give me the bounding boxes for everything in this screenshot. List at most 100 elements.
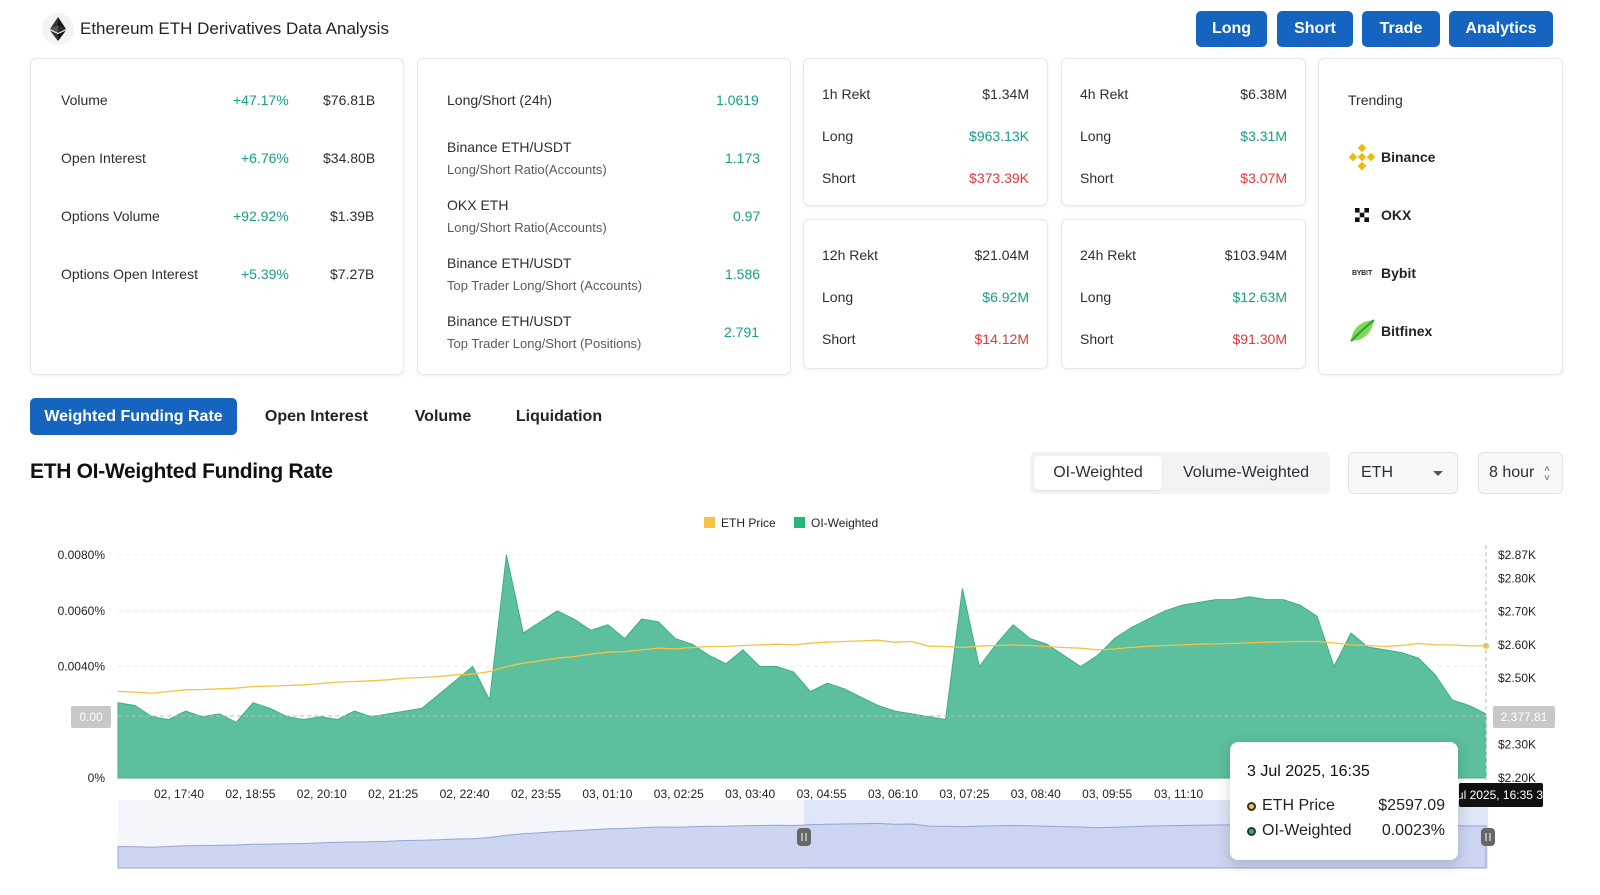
ratio-value: 0.97 bbox=[733, 208, 761, 224]
bybit-logo-icon: BYB!T bbox=[1352, 269, 1372, 277]
x-tick-label: 03, 03:40 bbox=[725, 787, 775, 801]
rekt-total: $6.38M bbox=[1240, 86, 1287, 102]
tooltip-row-price: ETH Price $2597.09 bbox=[1247, 797, 1445, 815]
ratio-exchange: Binance ETH/USDT bbox=[447, 255, 572, 271]
y-right-tick-label: $2.70K bbox=[1498, 605, 1536, 619]
rekt-card-12h: 12h Rekt $21.04M Long $6.92M Short $14.1… bbox=[803, 219, 1048, 369]
rekt-short-label: Short bbox=[822, 331, 856, 347]
trending-item-label: Bybit bbox=[1381, 265, 1416, 281]
ratio-main-value: 1.0619 bbox=[716, 92, 759, 108]
x-tick-label: 03, 06:10 bbox=[868, 787, 918, 801]
tab-weighted-funding-rate[interactable]: Weighted Funding Rate bbox=[30, 398, 237, 435]
rekt-long-label: Long bbox=[822, 289, 854, 305]
rekt-total: $103.94M bbox=[1224, 247, 1287, 263]
chevron-down-icon bbox=[1433, 471, 1443, 476]
y-right-tick-label: $2.50K bbox=[1498, 671, 1536, 685]
x-tick-label: 03, 04:55 bbox=[797, 787, 847, 801]
ratio-exchange: Binance ETH/USDT bbox=[447, 139, 572, 155]
coin-select-value: ETH bbox=[1361, 464, 1393, 481]
rekt-short-value: $14.12M bbox=[974, 331, 1029, 347]
stat-change: +47.17% bbox=[233, 92, 289, 108]
oi-weighted-option[interactable]: OI-Weighted bbox=[1034, 456, 1162, 490]
rekt-long-value: $6.92M bbox=[982, 289, 1029, 305]
x-tick-label: 03, 02:25 bbox=[654, 787, 704, 801]
trending-item-bybit[interactable]: BYB!T Bybit bbox=[1348, 259, 1416, 287]
chart-legend: ETH Price OI-Weighted bbox=[704, 516, 878, 530]
y-right-tick-label: $2.60K bbox=[1498, 638, 1536, 652]
x-tick-label: 03, 11:10 bbox=[1154, 787, 1203, 801]
x-tick-label: 02, 23:55 bbox=[511, 787, 561, 801]
ratio-value: 2.791 bbox=[724, 324, 760, 340]
short-button[interactable]: Short bbox=[1277, 11, 1353, 47]
y-left-tick-label: 0% bbox=[88, 771, 106, 785]
ratio-description: Top Trader Long/Short (Accounts) bbox=[447, 278, 643, 293]
rekt-card-4h: 4h Rekt $6.38M Long $3.31M Short $3.07M bbox=[1061, 58, 1306, 206]
rekt-short-value: $3.07M bbox=[1240, 170, 1287, 186]
y-left-tick-label: 0.0040% bbox=[58, 660, 106, 674]
stat-label: Volume bbox=[61, 92, 108, 108]
rekt-short-label: Short bbox=[822, 170, 856, 186]
page-title: Ethereum ETH Derivatives Data Analysis bbox=[80, 19, 389, 38]
binance-logo-icon bbox=[1348, 143, 1376, 171]
x-tick-label: 02, 18:55 bbox=[225, 787, 275, 801]
coin-select[interactable]: ETH bbox=[1348, 452, 1458, 494]
interval-select[interactable]: 8 hour ˄ ˅ bbox=[1478, 452, 1563, 494]
x-tick-label: 02, 22:40 bbox=[440, 787, 490, 801]
stat-value: $1.39B bbox=[330, 208, 375, 224]
tooltip-dot-oi bbox=[1247, 826, 1256, 836]
ratio-main-label: Long/Short (24h) bbox=[447, 92, 553, 108]
tooltip-oi-label: OI-Weighted bbox=[1262, 822, 1352, 839]
stat-change: +92.92% bbox=[233, 208, 289, 224]
long-button[interactable]: Long bbox=[1196, 11, 1267, 47]
crosshair-x-text: 3 Jul 2025, 16:35 bbox=[1459, 788, 1543, 802]
okx-logo-icon bbox=[1348, 201, 1376, 229]
rekt-short-label: Short bbox=[1080, 170, 1114, 186]
stat-label: Open Interest bbox=[61, 150, 146, 166]
volume-weighted-option[interactable]: Volume-Weighted bbox=[1183, 464, 1309, 481]
rekt-long-value: $963.13K bbox=[969, 128, 1029, 144]
tab-open-interest[interactable]: Open Interest bbox=[264, 407, 369, 425]
trending-item-okx[interactable]: OKX bbox=[1348, 201, 1411, 229]
x-tick-label: 03, 09:55 bbox=[1082, 787, 1132, 801]
legend-label-eth-price: ETH Price bbox=[721, 516, 776, 530]
stat-value: $7.27B bbox=[330, 266, 375, 282]
rekt-long-value: $12.63M bbox=[1232, 289, 1287, 305]
stat-change: +5.39% bbox=[241, 266, 289, 282]
long-short-ratio-card: Long/Short (24h) 1.0619 Binance ETH/USDT… bbox=[417, 58, 791, 375]
trending-item-label: Binance bbox=[1381, 149, 1436, 165]
rekt-title: 12h Rekt bbox=[822, 247, 879, 263]
tooltip-date: 3 Jul 2025, 16:35 bbox=[1247, 763, 1370, 780]
trending-item-binance[interactable]: Binance bbox=[1348, 143, 1435, 171]
rekt-total: $1.34M bbox=[982, 86, 1029, 102]
tab-liquidation[interactable]: Liquidation bbox=[515, 407, 603, 425]
trade-button[interactable]: Trade bbox=[1362, 11, 1440, 47]
tab-volume[interactable]: Volume bbox=[414, 407, 472, 425]
rekt-short-value: $91.30M bbox=[1232, 331, 1287, 347]
x-tick-label: 03, 08:40 bbox=[1011, 787, 1061, 801]
ratio-exchange: OKX ETH bbox=[447, 197, 509, 213]
ratio-description: Long/Short Ratio(Accounts) bbox=[447, 220, 607, 235]
navigator-handle-left[interactable] bbox=[797, 828, 811, 846]
stat-value: $34.80B bbox=[323, 150, 376, 166]
rekt-title: 24h Rekt bbox=[1080, 247, 1137, 263]
ratio-value: 1.586 bbox=[725, 266, 761, 282]
interval-select-value: 8 hour bbox=[1489, 464, 1535, 481]
y-left-tick-label: 0.0060% bbox=[58, 604, 106, 618]
crosshair-right-value: 2,377.81 bbox=[1493, 706, 1555, 728]
y-left-tick-label: 0.0080% bbox=[58, 548, 106, 562]
trending-item-bitfinex[interactable]: Bitfinex bbox=[1348, 317, 1432, 345]
rekt-short-label: Short bbox=[1080, 331, 1114, 347]
rekt-long-value: $3.31M bbox=[1240, 128, 1287, 144]
header: Ethereum ETH Derivatives Data Analysis L… bbox=[0, 0, 1600, 58]
weighting-toggle: OI-Weighted Volume-Weighted bbox=[1030, 452, 1330, 494]
navigator-handle-right[interactable] bbox=[1481, 828, 1495, 846]
rekt-title: 1h Rekt bbox=[822, 86, 871, 102]
x-tick-label: 03, 01:10 bbox=[582, 787, 632, 801]
analytics-button[interactable]: Analytics bbox=[1449, 11, 1553, 47]
x-tick-label: 02, 20:10 bbox=[297, 787, 347, 801]
tooltip-oi-value: 0.0023% bbox=[1381, 822, 1445, 839]
sort-arrows-icon: ˄ ˅ bbox=[1544, 464, 1550, 484]
ratio-description: Top Trader Long/Short (Positions) bbox=[447, 336, 642, 351]
x-tick-label: 02, 17:40 bbox=[154, 787, 204, 801]
rekt-card-1h: 1h Rekt $1.34M Long $963.13K Short $373.… bbox=[803, 58, 1048, 206]
